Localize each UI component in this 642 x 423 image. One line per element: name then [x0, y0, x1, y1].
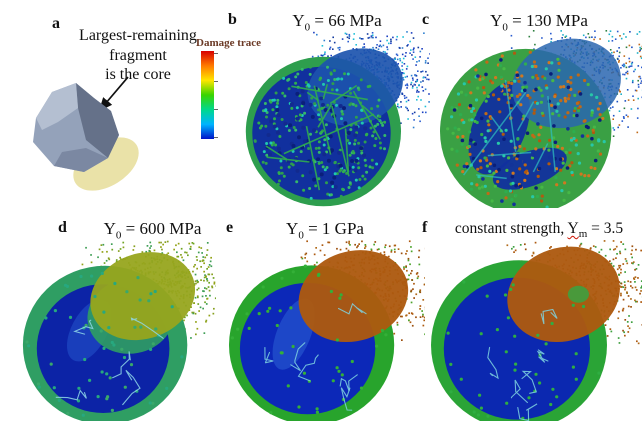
colorbar-tick [214, 80, 218, 82]
simulation-b-66mpa [245, 31, 430, 207]
rock-facet-light [36, 83, 78, 130]
title-prefix: constant strength, [454, 220, 568, 237]
title-subscript: m [578, 228, 588, 241]
rock-facet-dark [76, 83, 119, 158]
title-symbol: Y [103, 219, 116, 238]
title-subscript: 0 [502, 21, 508, 34]
title-symbol: Y [567, 220, 579, 237]
simulation-d-600mpa [22, 240, 216, 421]
title-value: = 600 MPa [121, 219, 202, 238]
colorbar-title: Damage trace [196, 37, 262, 49]
title-value: = 3.5 [587, 220, 624, 237]
panel-title-f: constant strength, Ym = 3.5 [436, 220, 642, 241]
damage-colorbar [201, 51, 218, 139]
rock-facet-mid [54, 148, 108, 172]
core-caption: Largest-remaining fragment is the core [38, 26, 238, 85]
colorbar-tick [214, 137, 218, 139]
caption-line-2: fragment [109, 46, 167, 64]
colorbar-tick [214, 109, 218, 111]
title-subscript: 0 [115, 229, 122, 242]
arrow-line [98, 76, 129, 112]
panel-label-c: c [422, 11, 430, 28]
title-symbol: Y [286, 219, 299, 238]
title-value: = 1 GPa [303, 219, 364, 238]
title-symbol: Y [490, 11, 503, 30]
title-value: = 130 MPa [507, 11, 588, 30]
panel-label-b: b [228, 11, 237, 28]
caption-line-3: is the core [105, 66, 171, 84]
panel-label-d: d [58, 219, 67, 236]
core-fragment-photo [33, 83, 139, 191]
core-arrow [98, 76, 129, 112]
panel-title-c: Y0 = 130 MPa [436, 11, 642, 33]
panel-label-f: f [422, 219, 428, 236]
panel-label-a: a [52, 15, 60, 32]
simulation-c-130mpa [440, 30, 642, 208]
panel-title-d: Y0 = 600 MPa [55, 219, 250, 241]
title-subscript: 0 [298, 229, 304, 242]
panel-title-e: Y0 = 1 GPa [235, 219, 415, 241]
title-subscript: 0 [304, 21, 311, 34]
title-value: = 66 MPa [310, 11, 382, 30]
simulation-e-1gpa [229, 240, 425, 421]
title-symbol: Y [292, 11, 305, 30]
colorbar-tick [214, 52, 218, 54]
panel-label-e: e [226, 219, 234, 236]
title-symbol-underlined: Ym [567, 220, 588, 241]
caption-line-1: Largest-remaining [79, 27, 197, 44]
panel-title-b: Y0 = 66 MPa [244, 11, 430, 33]
simulation-f-constant-strength [431, 240, 642, 421]
